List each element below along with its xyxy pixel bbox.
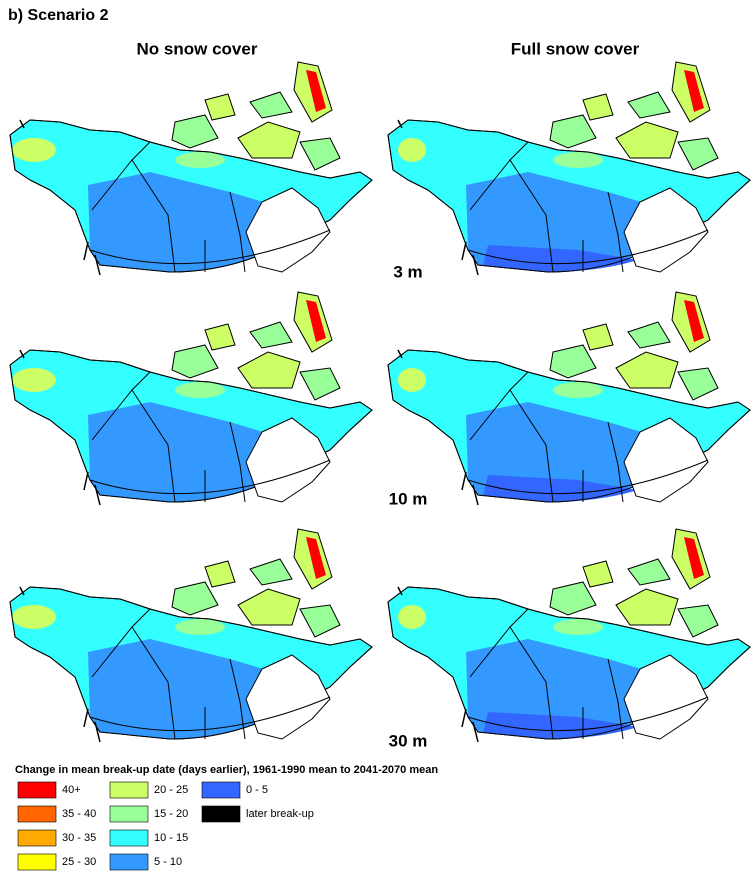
column-heading: No snow cover [137,39,258,58]
legend-swatch [18,854,56,870]
legend-swatch [18,830,56,846]
island [678,138,718,170]
map-panel [10,62,372,275]
legend-label: 25 - 30 [62,856,96,868]
island [628,322,670,348]
island [616,589,678,625]
row-label: 30 m [389,731,428,750]
legend-swatch [18,806,56,822]
island [238,589,300,625]
row-label: 3 m [393,262,422,281]
island [678,605,718,637]
legend-label: later break-up [246,808,314,820]
island [550,345,596,378]
legend-swatch [18,782,56,798]
island [616,122,678,158]
zone [12,368,56,392]
legend-label: 10 - 15 [154,832,188,844]
legend-swatch [202,782,240,798]
legend-swatch [110,782,148,798]
island [250,92,292,118]
zone [175,152,225,168]
zone [553,382,603,398]
island [628,92,670,118]
zone [553,619,603,635]
island [583,561,613,587]
map-panels [10,62,750,742]
island [550,115,596,148]
legend-swatch [202,806,240,822]
island [300,368,340,400]
island [238,122,300,158]
map-panel [388,529,750,742]
island [583,94,613,120]
zone [398,368,426,392]
zone [175,619,225,635]
legend-label: 15 - 20 [154,808,188,820]
legend-label: 35 - 40 [62,808,96,820]
island [172,345,218,378]
island [172,115,218,148]
legend-swatch [110,854,148,870]
legend-swatch [110,830,148,846]
row-label: 10 m [389,489,428,508]
map-panel [388,62,750,275]
island [238,352,300,388]
map-panel [388,292,750,505]
island [205,561,235,587]
zone [175,382,225,398]
island [583,324,613,350]
map-panel [10,529,372,742]
island [550,582,596,615]
legend-label: 5 - 10 [154,856,182,868]
figure: b) Scenario 2 No snow cover Full snow co… [0,0,752,882]
legend-label: 40+ [62,784,81,796]
zone [553,152,603,168]
zone [12,138,56,162]
island [205,324,235,350]
island [300,605,340,637]
legend-swatch [110,806,148,822]
island [678,368,718,400]
column-heading: Full snow cover [511,39,640,58]
legend-title: Change in mean break-up date (days earli… [15,764,438,776]
island [300,138,340,170]
zone [398,605,426,629]
zone [398,138,426,162]
legend-label: 20 - 25 [154,784,188,796]
legend-label: 0 - 5 [246,784,268,796]
legend-label: 30 - 35 [62,832,96,844]
island [172,582,218,615]
island [616,352,678,388]
island [628,559,670,585]
zone [12,605,56,629]
island [250,559,292,585]
legend: 40+ 35 - 40 30 - 35 25 - 30 20 - 25 15 - 20 10… [18,782,314,870]
map-panel [10,292,372,505]
figure-title: b) Scenario 2 [8,7,109,24]
island [205,94,235,120]
island [250,322,292,348]
